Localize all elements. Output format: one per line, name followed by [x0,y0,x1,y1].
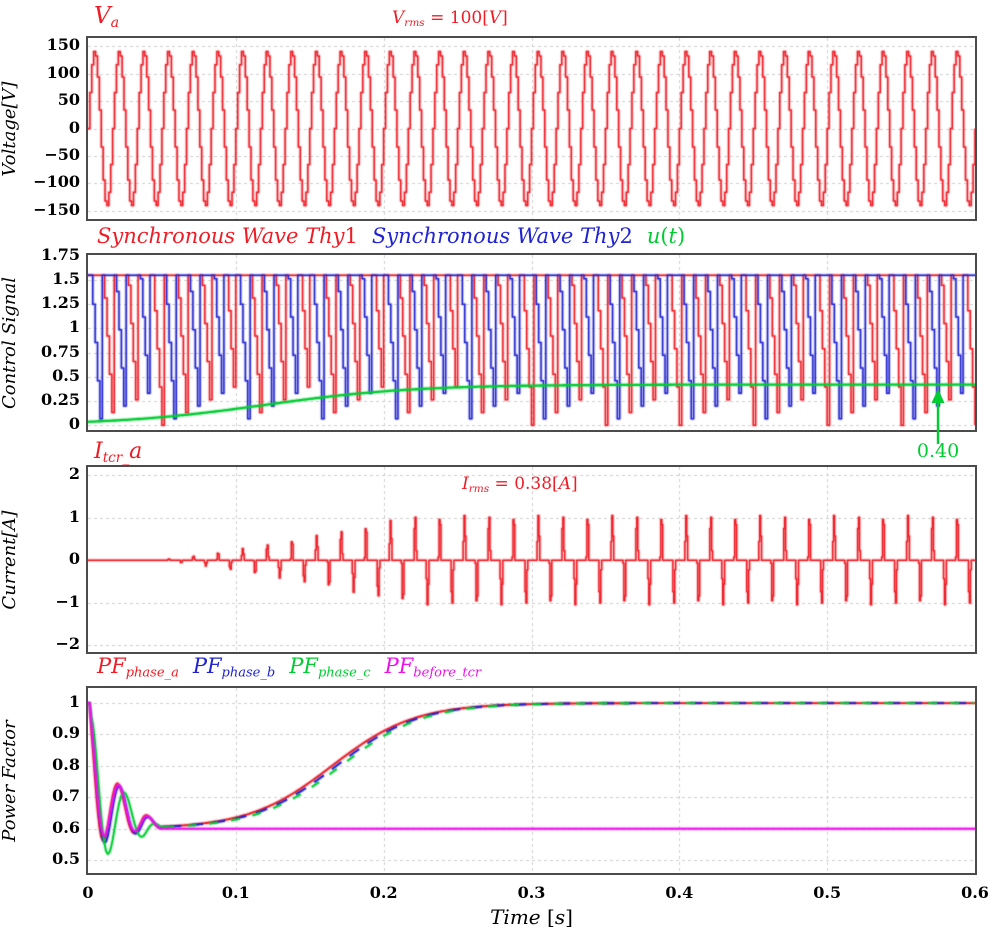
x-tick-label: 0.5 [813,883,842,902]
x-tick-label: 0.2 [369,883,398,902]
y-tick-label: 1 [68,692,80,712]
y-tick-label: 2 [68,464,80,484]
x-tick-label: 0.4 [665,883,694,902]
y-axis-label: Current[A] [0,509,20,610]
control-signal-legend-entry: u(t) [646,224,686,248]
y-tick-label: 0.6 [52,817,80,837]
current-plot-title: Itcr_a [94,439,143,466]
control-signal-legend: Synchronous Wave Thy1 Synchronous Wave Th… [97,224,699,248]
y-tick-label: 1.25 [41,293,80,313]
y-axis-label: Voltage[V] [0,80,20,177]
current-plot-canvas [86,465,977,654]
y-tick-label: 1 [68,317,80,337]
y-tick-label: −150 [33,199,80,219]
power-factor-legend-entry: PFphase_c [289,654,371,681]
x-tick-label: 0.1 [221,883,250,902]
power-factor-legend-entry: PFphase_a [97,654,179,681]
y-tick-label: −2 [55,634,80,654]
irms-annotation: Irms = 0.38[A] [462,474,578,495]
y-tick-label: 0.7 [52,786,80,806]
y-tick-label: 50 [57,90,80,110]
y-tick-label: 100 [46,62,80,82]
y-tick-label: 1 [68,506,80,526]
x-axis-label: Time [s] [490,905,573,929]
voltage-plot-title: Va [94,3,120,31]
y-tick-label: 150 [46,35,80,55]
power-factor-legend-entry: PFbefore_tcr [384,654,482,681]
y-axis-label: Power Factor [0,719,20,842]
x-tick-label: 0.6 [961,883,989,902]
y-tick-label: 1.75 [41,244,80,264]
y-tick-label: −50 [44,144,80,164]
u-value-arrow-icon [931,388,945,444]
control-signal-legend-entry: Synchronous Wave Thy1 [97,224,358,248]
control-signal-plot-canvas [86,253,977,432]
voltage-plot-canvas [86,36,977,221]
y-tick-label: 0 [68,549,80,569]
vrms-annotation: Vrms = 100[V] [392,8,508,29]
y-tick-label: 0.9 [52,723,80,743]
power-factor-legend: PFphase_a PFphase_b PFphase_c PFbefore_tcr [97,654,495,682]
power-factor-plot-canvas [86,686,977,875]
control-signal-legend-entry: Synchronous Wave Thy2 [371,224,633,248]
y-tick-label: 0.5 [52,849,80,869]
y-tick-label: 0.75 [41,341,80,361]
y-tick-label: 1.5 [52,269,80,289]
y-axis-label: Control Signal [0,276,20,409]
x-tick-label: 0.3 [517,883,546,902]
y-tick-label: 0.25 [41,389,80,409]
u-value-annotation: 0.40 [916,439,960,462]
y-tick-label: 0.8 [52,754,80,774]
y-tick-label: −1 [55,591,80,611]
power-factor-legend-entry: PFphase_b [192,654,276,681]
x-tick-label: 0 [82,883,94,902]
y-tick-label: 0 [68,117,80,137]
y-tick-label: 0 [68,414,80,434]
y-tick-label: 0.5 [52,365,80,385]
y-tick-label: −100 [33,172,80,192]
